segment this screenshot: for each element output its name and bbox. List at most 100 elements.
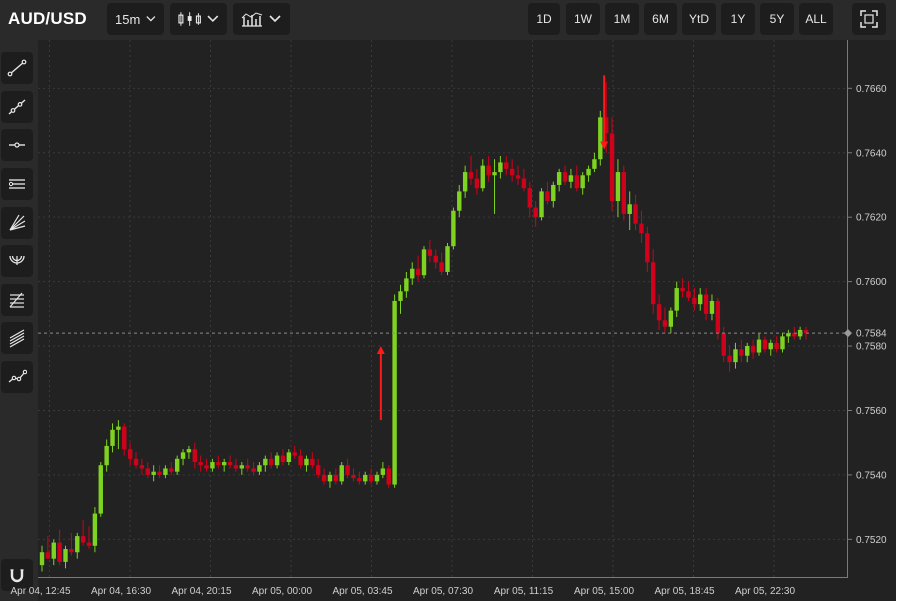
interval-dropdown[interactable]: 15m (107, 3, 164, 35)
tool-fibonacci[interactable] (1, 284, 33, 316)
candle-body (703, 294, 709, 314)
candle-body (733, 349, 738, 363)
candle-body (580, 175, 585, 189)
candle-body (333, 474, 339, 482)
candle-body (45, 552, 51, 559)
range-button-6m[interactable]: 6M (644, 3, 677, 35)
tool-path[interactable] (1, 361, 33, 393)
candle-body (427, 249, 433, 256)
candle-body (351, 474, 356, 479)
candle-body (698, 294, 703, 305)
range-button-1w[interactable]: 1W (566, 3, 600, 35)
candle-body (603, 117, 609, 134)
candle-body (509, 168, 515, 176)
candle-body (86, 542, 92, 546)
y-tick-label: 0.7620 (856, 213, 887, 224)
candle-body (245, 465, 250, 469)
candle-body (556, 172, 562, 185)
current-price-label: 0.7584 (856, 329, 887, 340)
candle-body (57, 542, 62, 562)
range-button-5y[interactable]: 5Y (760, 3, 794, 35)
candle-body (721, 333, 726, 356)
candle-body (192, 449, 197, 463)
candle-body (257, 465, 262, 472)
candle-body (539, 191, 544, 218)
candle-body (263, 458, 268, 466)
candle-body (216, 462, 221, 466)
candle-body (280, 455, 286, 463)
parallel-channel-icon (8, 179, 25, 189)
candle-body (51, 542, 56, 559)
y-tick-label: 0.7600 (856, 277, 887, 288)
candle-body (321, 474, 327, 482)
tool-pitchfork[interactable] (1, 322, 33, 354)
x-tick-label: Apr 05, 07:30 (413, 586, 473, 597)
symbol-title: AUD/USD (8, 9, 87, 28)
candle-body (709, 300, 715, 314)
candle-body (633, 204, 638, 224)
candle-body (363, 474, 368, 482)
candle-body (609, 133, 615, 202)
ray-icon (8, 99, 26, 115)
candle-body (527, 188, 532, 208)
path-icon (8, 369, 27, 383)
candle-body (133, 458, 139, 466)
range-button-1d[interactable]: 1D (528, 3, 560, 35)
candle-body (269, 458, 274, 466)
candle-body (780, 336, 785, 350)
tool-trend-line[interactable] (1, 52, 33, 84)
indicators-dropdown[interactable] (233, 3, 290, 35)
candle-body (227, 462, 233, 466)
candle-body (69, 549, 74, 553)
chevron-down-icon (207, 15, 219, 23)
candle-body (327, 474, 333, 482)
candle-body (562, 172, 568, 182)
candle-body (92, 513, 98, 546)
candle-body (239, 465, 245, 469)
annotations (376, 75, 609, 421)
price-axis[interactable] (848, 40, 896, 578)
candle-body (621, 172, 627, 214)
candle-body (439, 262, 444, 272)
y-tick-label: 0.7640 (856, 148, 887, 159)
y-tick-label: 0.7660 (856, 84, 887, 95)
range-button-1y[interactable]: 1Y (721, 3, 755, 35)
time-axis[interactable] (38, 578, 896, 601)
candle-body (39, 552, 45, 566)
tool-ray[interactable] (1, 91, 33, 123)
candle-body (504, 162, 509, 169)
tool-magnet[interactable] (1, 559, 33, 591)
tool-fan[interactable] (1, 207, 33, 239)
candle-body (380, 468, 386, 475)
time-tick-labels: Apr 04, 12:45 Apr 04, 16:30 Apr 04, 20:15 A… (10, 586, 795, 597)
tool-horizontal-line[interactable] (1, 129, 33, 161)
range-button-1m[interactable]: 1M (605, 3, 639, 35)
range-button-ytd[interactable]: YtD (682, 3, 716, 35)
candle-body (533, 207, 538, 218)
candle-body (75, 536, 80, 553)
candle-body (462, 172, 468, 192)
candle-body (468, 172, 474, 179)
fan-icon (9, 214, 26, 231)
candle-body (415, 268, 421, 276)
candle-body (451, 210, 456, 247)
candle-body (410, 268, 415, 279)
chart-type-dropdown[interactable] (170, 3, 227, 35)
fibonacci-icon (9, 292, 24, 308)
candle-body (98, 465, 103, 514)
x-tick-label: Apr 05, 00:00 (252, 586, 312, 597)
candle-body (398, 291, 403, 301)
candle-body (756, 339, 762, 353)
candle-body (386, 468, 391, 485)
range-button-all[interactable]: ALL (799, 3, 833, 35)
candle-body (680, 288, 685, 292)
magnet-icon (10, 569, 24, 583)
candlestick-icon (178, 12, 201, 26)
candle-body (139, 465, 145, 469)
candle-body (521, 178, 527, 189)
fullscreen-button[interactable] (852, 3, 886, 35)
tool-parallel-channel[interactable] (1, 168, 33, 200)
candle-body (803, 329, 809, 334)
tool-arc[interactable] (1, 245, 33, 277)
